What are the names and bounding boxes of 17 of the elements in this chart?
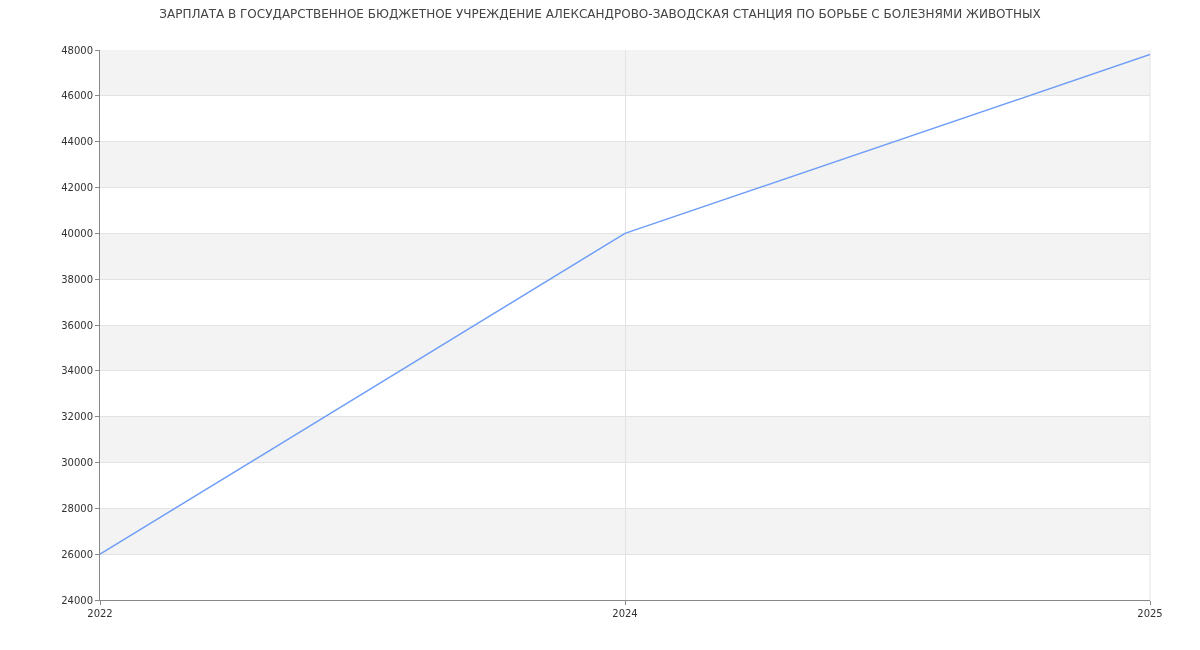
y-tick-label: 32000: [61, 411, 93, 423]
y-tick-label: 34000: [61, 365, 93, 377]
y-tick-label: 38000: [61, 273, 93, 285]
y-tick-label: 26000: [61, 548, 93, 560]
y-tick-label: 42000: [61, 182, 93, 193]
y-tick-label: 30000: [61, 457, 93, 468]
y-tick-label: 36000: [61, 319, 93, 331]
x-tick-label: 2022: [87, 608, 113, 619]
chart-title: ЗАРПЛАТА В ГОСУДАРСТВЕННОЕ БЮДЖЕТНОЕ УЧРЕЖДЕНИЕ АЛЕКСАНДРОВО-ЗАВОДСКАЯ СТАНЦИЯ ПО БОРЬБЕ С БОЛЕЗНЯМИ ЖИВОТНЫХ: [159, 7, 1041, 22]
x-tick-label: 2025: [1137, 608, 1163, 619]
y-tick-label: 28000: [61, 502, 93, 514]
y-tick-label: 40000: [61, 227, 93, 239]
y-tick-label: 44000: [61, 136, 93, 148]
y-tick-label: 46000: [61, 90, 93, 102]
y-tick-label: 48000: [61, 44, 93, 56]
y-tick-label: 24000: [61, 594, 93, 606]
x-tick-label: 2024: [612, 608, 638, 619]
